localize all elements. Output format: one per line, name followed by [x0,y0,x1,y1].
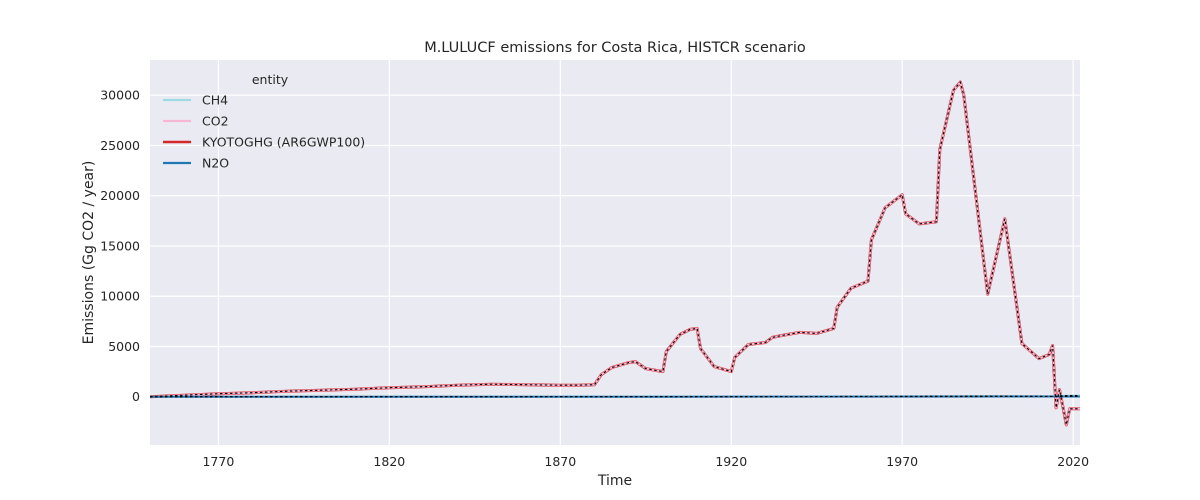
x-tick-label: 1770 [202,454,234,469]
y-tick-label: 25000 [100,138,140,153]
chart-title: M.LULUCF emissions for Costa Rica, HISTC… [424,40,806,56]
x-tick-label: 1870 [544,454,576,469]
legend-entry-label: CO2 [202,114,229,129]
legend: entity CH4 CO2 KYOTOGHG (AR6GWP100) N2O [163,72,365,171]
x-tick-label: 1920 [715,454,747,469]
series-overlay-kyotoghg [149,80,1080,426]
y-tick-label: 10000 [100,289,140,304]
y-tick-label: 30000 [100,88,140,103]
y-tick-label: 0 [132,389,140,404]
legend-entry-label: CH4 [202,93,228,108]
legend-entry-label: N2O [202,156,229,171]
tick-labels: 1770 1820 1870 1920 1970 2020 0 5000 10000 15000 2… [100,88,1089,469]
plot-area [150,60,1080,445]
series-lines [149,80,1080,427]
legend-title: entity [252,72,289,87]
y-tick-label: 20000 [100,188,140,203]
x-tick-label: 2020 [1057,454,1089,469]
series-overlay-ch4 [150,395,1080,398]
y-tick-label: 5000 [108,339,140,354]
legend-entry-label: KYOTOGHG (AR6GWP100) [202,135,365,150]
x-axis-label: Time [597,473,632,489]
x-tick-label: 1820 [373,454,405,469]
y-tick-label: 15000 [100,238,140,253]
x-tick-label: 1970 [886,454,918,469]
y-axis-label: Emissions (Gg CO2 / year) [81,161,97,345]
